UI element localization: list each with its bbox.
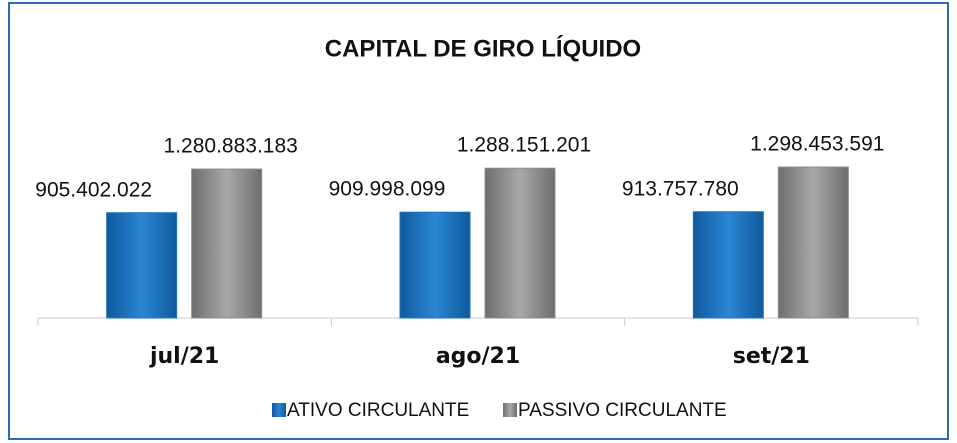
bar — [777, 166, 849, 319]
data-label: 1.298.453.591 — [750, 133, 884, 156]
bar — [399, 211, 471, 319]
legend-swatch — [272, 403, 286, 417]
legend-swatch — [503, 403, 517, 417]
bar — [106, 212, 178, 319]
legend-label: ATIVO CIRCULANTE — [287, 400, 469, 421]
x-tick-label: set/21 — [733, 344, 810, 369]
x-tick-label: jul/21 — [149, 344, 219, 369]
data-label: 1.288.151.201 — [457, 134, 591, 157]
data-label: 905.402.022 — [35, 178, 152, 201]
bar — [484, 167, 556, 319]
data-label: 909.998.099 — [329, 178, 446, 201]
data-label: 1.280.883.183 — [164, 135, 298, 158]
chart-title: CAPITAL DE GIRO LÍQUIDO — [325, 34, 641, 62]
legend-label: PASSIVO CIRCULANTE — [518, 400, 727, 421]
bar — [191, 168, 263, 319]
bar — [692, 211, 764, 319]
x-tick-label: ago/21 — [436, 344, 520, 369]
data-label: 913.757.780 — [622, 177, 739, 200]
